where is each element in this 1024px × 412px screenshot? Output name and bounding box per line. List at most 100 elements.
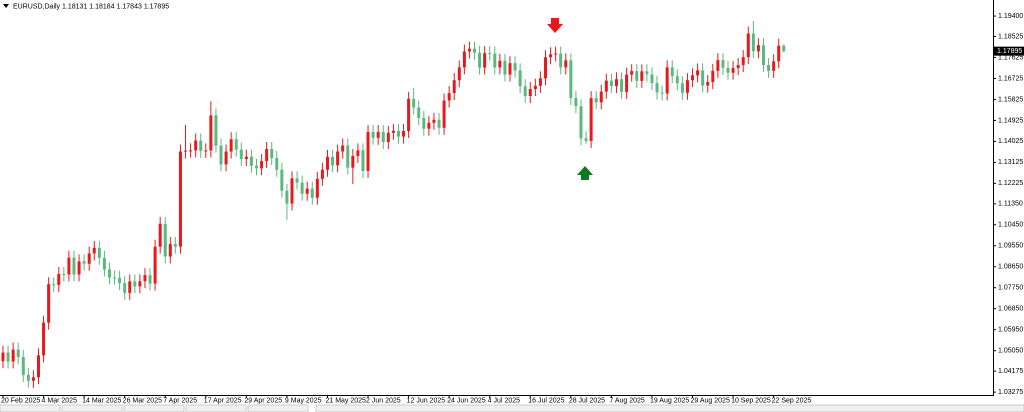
last-price-box	[994, 46, 1024, 56]
candle-body	[523, 86, 527, 97]
candle-body	[442, 100, 446, 128]
candle-body	[229, 139, 233, 152]
y-tick-label: 1.14025	[998, 138, 1023, 145]
candle-body	[432, 119, 436, 123]
tab[interactable]	[61, 404, 123, 412]
candle-body	[52, 284, 56, 286]
candle-body	[655, 82, 659, 93]
candle-body	[36, 355, 40, 378]
candle-body	[366, 131, 370, 171]
candle-body	[148, 275, 152, 284]
candle-body	[320, 169, 324, 179]
candle-body	[462, 51, 466, 68]
candle-body	[118, 277, 122, 284]
ohlc-low: 1.17843	[117, 3, 142, 10]
candle-body	[386, 132, 390, 142]
candle-body	[701, 70, 705, 86]
candle-body	[407, 98, 411, 132]
y-tick-label: 1.09550	[998, 243, 1023, 250]
y-tick-label: 1.15825	[998, 96, 1023, 103]
candle-body	[625, 74, 629, 92]
x-tick-label: 7 Apr 2025	[163, 397, 197, 404]
candle-body	[285, 190, 289, 204]
x-tick-label: 9 May 2025	[285, 397, 322, 404]
candle-body	[102, 257, 106, 270]
candle-body	[579, 106, 583, 139]
y-tick-label: 1.19400	[998, 13, 1023, 20]
y-tick-label: 1.18525	[998, 33, 1023, 40]
candle-body	[31, 377, 35, 381]
candle-body	[493, 53, 497, 68]
ohlc-close: 1.17895	[144, 3, 169, 10]
candle-body	[1, 352, 5, 362]
candle-body	[467, 48, 471, 52]
candle-body	[295, 178, 299, 183]
candle-body	[244, 156, 248, 160]
candle-body	[204, 150, 208, 152]
x-tick-label: 21 May 2025	[325, 397, 366, 404]
candle-body	[604, 80, 608, 92]
last-price-label: 1.17895	[997, 48, 1022, 55]
candle-body	[543, 57, 547, 79]
candle-body	[630, 71, 634, 75]
candle-body	[255, 165, 258, 169]
x-tick-label: 17 Apr 2025	[204, 397, 242, 404]
candle-body	[777, 45, 781, 62]
candle-body	[82, 261, 86, 264]
candle-body	[391, 130, 395, 133]
candle-body	[300, 182, 304, 194]
candle-body	[696, 70, 700, 76]
candle-body	[87, 253, 91, 264]
candle-body	[310, 188, 314, 198]
y-tick-label: 1.06850	[998, 306, 1023, 313]
symbol-menu-icon[interactable]	[3, 4, 9, 8]
sell-arrow	[547, 18, 563, 33]
y-tick-label: 1.17625	[998, 54, 1023, 61]
candle-body	[594, 98, 598, 103]
y-tick-label: 1.11350	[998, 201, 1023, 208]
candle-body	[270, 148, 274, 159]
buy-arrow	[577, 166, 593, 180]
candle-body	[224, 151, 228, 165]
candle-body	[670, 67, 674, 77]
candle-body	[731, 68, 735, 73]
x-tick-label: 2 Jun 2025	[366, 397, 401, 404]
candle-body	[417, 107, 421, 118]
candle-body	[675, 76, 679, 84]
y-tick-label: 1.07750	[998, 285, 1023, 292]
scrollbar[interactable]	[315, 404, 1024, 412]
candle-body	[574, 97, 578, 107]
tab[interactable]	[247, 404, 309, 412]
candle-body	[564, 60, 568, 68]
candle-body	[77, 261, 81, 275]
x-tick-label: 4 Mar 2025	[42, 397, 78, 404]
candle-body	[133, 281, 137, 287]
x-tick-label: 12 Jun 2025	[407, 397, 446, 404]
x-tick-label: 20 Feb 2025	[1, 397, 40, 404]
candle-body	[57, 273, 61, 285]
candle-body	[67, 257, 71, 275]
candle-body	[143, 275, 147, 282]
y-tick-label: 1.05950	[998, 327, 1023, 334]
candle-body	[569, 60, 573, 98]
candle-body	[153, 246, 157, 284]
candle-body	[762, 45, 765, 66]
candle-body	[402, 131, 406, 137]
tab[interactable]	[123, 404, 185, 412]
x-tick-label: 14 Mar 2025	[82, 397, 121, 404]
candle-body	[457, 67, 461, 81]
candle-body	[645, 71, 649, 75]
candle-body	[478, 52, 482, 68]
candle-body	[533, 85, 537, 90]
tab[interactable]	[0, 404, 61, 412]
candle-body	[11, 349, 15, 362]
candle-body	[782, 45, 786, 52]
candle-body	[265, 148, 269, 162]
candle-body	[26, 374, 30, 381]
candle-body	[249, 156, 253, 166]
tab[interactable]	[185, 404, 247, 412]
y-tick-label: 1.04175	[998, 368, 1023, 375]
candle-body	[42, 322, 46, 356]
